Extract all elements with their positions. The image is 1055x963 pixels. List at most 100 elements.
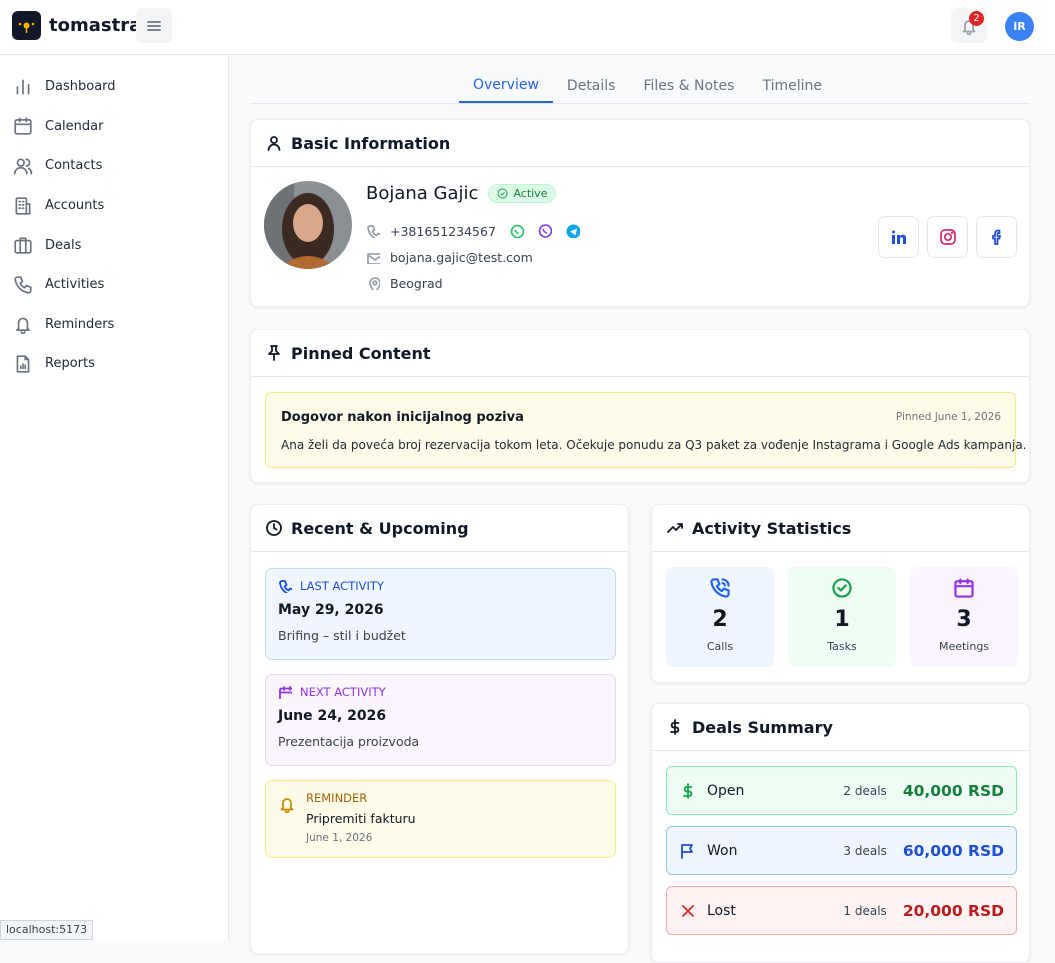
deal-count: 1 deals bbox=[843, 903, 887, 918]
icon bbox=[369, 277, 380, 290]
deal-amount: 20,000 RSD bbox=[902, 901, 1004, 920]
nav-item[interactable]: Accounts bbox=[0, 186, 228, 226]
icon bbox=[279, 580, 292, 593]
deal-count: 3 deals bbox=[843, 843, 887, 858]
reminder: REMINDER Pripremiti fakturu June 1, 2026 bbox=[265, 780, 616, 858]
next-activity: NEXT ACTIVITY June 24, 2026 Prezentacija… bbox=[265, 674, 616, 766]
nav-item[interactable]: Reports bbox=[0, 344, 228, 384]
label: REMINDER bbox=[306, 791, 368, 805]
text: Brifing – stil i budžet bbox=[278, 628, 406, 643]
facebook-button[interactable] bbox=[976, 216, 1017, 258]
deal-row[interactable]: Lost 1 deals 20,000 RSD bbox=[666, 886, 1017, 935]
viber-button[interactable] bbox=[538, 224, 552, 238]
icon bbox=[367, 225, 380, 238]
tab[interactable]: Timeline bbox=[762, 77, 822, 94]
deal-name: Won bbox=[707, 842, 738, 859]
nav-label: Activities bbox=[45, 277, 105, 293]
icon bbox=[13, 158, 33, 175]
stat-label: Calls bbox=[706, 640, 734, 653]
card-title: Deals Summary bbox=[692, 717, 833, 737]
deals-card: Deals Summary Open 2 deals 40,000 RSD Won 3 … bbox=[651, 703, 1030, 963]
nav-label: Reports bbox=[45, 356, 95, 372]
telegram-button[interactable] bbox=[566, 224, 580, 238]
status-bar: localhost:5173 bbox=[0, 920, 94, 940]
nav-label: Calendar bbox=[45, 118, 104, 134]
icon bbox=[14, 237, 32, 254]
deal-row[interactable]: Open 2 deals 40,000 RSD bbox=[666, 766, 1017, 815]
logo-mark bbox=[18, 22, 35, 33]
icon bbox=[14, 276, 32, 294]
stat-icon bbox=[910, 577, 1018, 599]
nav-item[interactable]: Activities bbox=[0, 265, 228, 305]
stat-icon bbox=[666, 577, 774, 599]
date: June 1, 2026 bbox=[306, 832, 373, 844]
tab[interactable]: Files & Notes bbox=[643, 77, 735, 94]
icon bbox=[710, 578, 730, 598]
user-avatar[interactable]: IR bbox=[1005, 12, 1034, 41]
nav-item[interactable]: Deals bbox=[0, 225, 228, 265]
icon bbox=[14, 117, 32, 136]
note-date: Pinned June 1, 2026 bbox=[895, 411, 1001, 423]
stat-label: Meetings bbox=[938, 640, 990, 653]
deal-icon bbox=[679, 782, 697, 800]
icon bbox=[266, 520, 282, 536]
status-badge: Active bbox=[488, 184, 557, 203]
last-activity: LAST ACTIVITY May 29, 2026 Brifing – sti… bbox=[265, 568, 616, 660]
stat-icon bbox=[788, 577, 896, 599]
icon bbox=[16, 355, 30, 373]
stat-tile: 1 Tasks bbox=[788, 567, 896, 667]
nav-label: Accounts bbox=[45, 198, 105, 214]
icon bbox=[682, 904, 694, 917]
icon bbox=[954, 578, 974, 598]
nav-item[interactable]: Calendar bbox=[0, 107, 228, 147]
notifications[interactable]: 2 bbox=[951, 8, 987, 43]
nav-item[interactable]: Dashboard bbox=[0, 67, 228, 107]
icon bbox=[16, 317, 30, 335]
tabs: Overview Details Files & Notes Timeline bbox=[250, 68, 1030, 104]
profile-photo bbox=[264, 181, 352, 269]
stat-tile: 3 Meetings bbox=[910, 567, 1018, 667]
recent-card: Recent & Upcoming LAST ACTIVITY May 29, … bbox=[250, 504, 629, 954]
deal-name: Lost bbox=[707, 902, 736, 919]
page: tomastra {"header":{"brand":"tomastra.",… bbox=[0, 8, 1055, 963]
stat-tile: 2 Calls bbox=[666, 567, 774, 667]
app: tomastra. 2 IR Dashboard Calendar Contacts… bbox=[0, 8, 1055, 963]
nav-label: Dashboard bbox=[45, 79, 116, 95]
card-title: Basic Information bbox=[291, 133, 451, 153]
icon bbox=[683, 782, 693, 799]
stat-value: 1 bbox=[834, 607, 850, 632]
linkedin-button[interactable] bbox=[878, 216, 919, 258]
stat-label: Tasks bbox=[827, 640, 857, 653]
status-text: Active bbox=[513, 187, 548, 200]
note-title: Dogovor nakon inicijalnog poziva bbox=[281, 410, 524, 425]
deal-row[interactable]: Won 3 deals 60,000 RSD bbox=[666, 826, 1017, 875]
pinned-note: Dogovor nakon inicijalnog poziva Pinned … bbox=[265, 392, 1026, 468]
stats-card: Activity Statistics 2 Calls 1 Tasks 3 Meeting… bbox=[651, 504, 1030, 683]
phone: +381651234567 bbox=[390, 223, 496, 239]
nav-label: Contacts bbox=[45, 158, 103, 174]
label: NEXT ACTIVITY bbox=[300, 685, 386, 699]
icon bbox=[367, 253, 380, 264]
note-text: Ana želi da poveća broj rezervacija toko… bbox=[281, 438, 1027, 452]
instagram-button[interactable] bbox=[927, 216, 968, 258]
stat-value: 3 bbox=[956, 607, 972, 632]
pinned-card: Pinned Content Dogovor nakon inicijalnog… bbox=[250, 329, 1030, 483]
tab[interactable]: Overview bbox=[459, 68, 553, 103]
tab[interactable]: Details bbox=[566, 77, 616, 94]
deal-name: Open bbox=[707, 782, 745, 799]
deal-amount: 60,000 RSD bbox=[902, 841, 1004, 860]
nav-label: Deals bbox=[45, 237, 82, 253]
sidebar: Dashboard Calendar Contacts Accounts Deals Ac… bbox=[0, 55, 229, 940]
nav-item[interactable]: Contacts bbox=[0, 146, 228, 186]
notification-badge: 2 bbox=[969, 11, 984, 26]
icon bbox=[497, 188, 508, 199]
whatsapp-button[interactable] bbox=[510, 224, 524, 238]
icon bbox=[681, 843, 693, 859]
card-title: Recent & Upcoming bbox=[291, 518, 469, 538]
logo[interactable] bbox=[12, 11, 41, 40]
nav-item[interactable]: Reminders bbox=[0, 305, 228, 345]
email: bojana.gajic@test.com bbox=[390, 249, 533, 265]
deal-icon bbox=[679, 842, 697, 860]
text: Prezentacija proizvoda bbox=[278, 734, 420, 749]
menu-button[interactable] bbox=[136, 8, 172, 43]
